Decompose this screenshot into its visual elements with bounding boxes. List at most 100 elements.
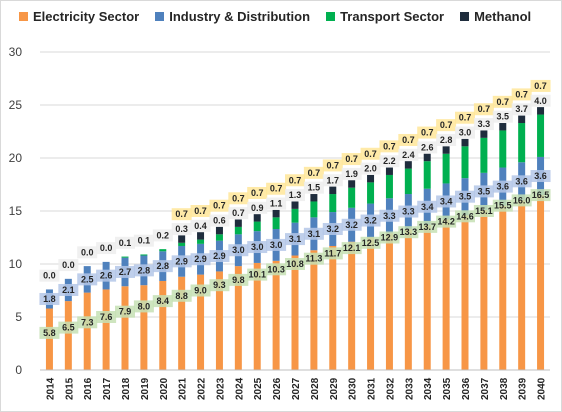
data-label-bg-1-2025 [247,241,268,254]
y-tick-label-20: 20 [9,151,23,165]
data-label-bg-2-2032 [379,155,400,168]
data-label-1-2035: 3.4 [440,196,453,206]
data-label-0-2023: 9.3 [213,280,226,290]
data-label-0-2018: 7.9 [119,307,132,317]
bar-0-2015 [64,301,72,370]
bar-2-2019 [140,254,148,256]
bar-2-2020 [159,249,167,252]
data-label-bg-3-2027 [285,174,305,187]
data-label-0-2016: 7.3 [81,317,94,327]
data-label-1-2027: 3.1 [289,234,302,244]
legend-item-methanol: Methanol [460,9,531,24]
y-axis: 0 5 10 15 20 25 30 [9,45,23,377]
data-label-2-2030: 1.9 [345,169,358,179]
bar-0-2021 [178,276,186,370]
data-label-bg-3-2038 [492,95,513,108]
bar-3-2029 [329,186,337,195]
bar-2-2033 [404,168,412,195]
data-label-bg-3-2024 [228,192,249,205]
y-tick-label-5: 5 [15,310,22,324]
data-label-0-2022: 9.0 [194,286,207,296]
data-label-bg-0-2014 [39,326,60,339]
bar-0-2014 [45,308,53,370]
bar-2-2035 [442,153,450,184]
data-label-1-2028: 3.1 [308,229,321,239]
data-label-3-2031: 0.7 [364,149,377,159]
bar-0-2033 [404,229,412,370]
bar-0-2030 [348,241,356,370]
bar-3-2021 [178,235,186,243]
data-label-3-2023: 0.7 [213,201,226,211]
data-label-1-2034: 3.4 [421,202,434,212]
data-label-2-2032: 2.2 [383,156,396,166]
data-label-bg-0-2038 [492,199,513,212]
bar-2-2032 [385,174,393,199]
data-label-3-2033: 0.7 [402,135,415,145]
data-label-1-2032: 3.3 [383,211,396,221]
data-label-bg-3-2026 [266,182,287,195]
x-axis: 2014 2015 2016 2017 2018 2019 2020 2021 2022 2023… [40,369,550,400]
bar-3-2031 [367,174,375,183]
data-label-0-2038: 15.5 [494,201,512,211]
data-label-bg-1-2031 [360,214,381,227]
bar-0-2031 [367,237,375,370]
data-label-bg-2-2040 [530,94,551,107]
x-tick-label-2026: 2026 [272,377,283,400]
data-label-1-2030: 3.2 [345,220,358,230]
data-label-3-2032: 0.7 [383,141,396,151]
bar-2-2025 [253,221,261,232]
x-tick-label-2020: 2020 [159,377,170,400]
data-label-1-2014: 1.8 [43,294,56,304]
data-label-bg-0-2040 [530,189,551,202]
data-label-0-2037: 15.1 [475,206,493,216]
data-label-0-2021: 8.8 [175,291,188,301]
data-label-0-2014: 5.8 [43,328,56,338]
legend-swatch-transport [326,12,336,21]
data-label-0-2030: 12.1 [343,243,361,253]
data-label-bg-0-2033 [398,226,419,239]
bar-2-2036 [461,146,469,179]
data-label-2-2035: 2.8 [440,135,453,145]
data-label-0-2036: 14.6 [456,211,474,221]
data-label-bg-3-2033 [398,133,419,146]
bar-0-2027 [291,255,299,370]
bar-0-2037 [480,209,488,370]
data-label-bg-2-2039 [511,103,532,116]
data-label-bg-0-2036 [455,210,475,223]
bar-3-2023 [215,226,223,235]
bar-0-2024 [234,266,242,370]
data-label-bg-2-2028 [303,181,324,194]
data-label-bg-1-2040 [530,170,551,183]
data-label-bg-3-2031 [360,147,381,160]
data-label-bg-1-2019 [133,264,154,277]
x-tick-label-2022: 2022 [197,377,208,400]
y-tick-label-0: 0 [15,363,22,377]
bar-2-2027 [291,208,299,223]
bar-2-2021 [178,242,186,246]
data-label-2-2022: 0.4 [194,221,207,231]
data-label-bg-3-2029 [322,159,343,172]
data-label-bg-2-2014 [39,269,60,282]
data-label-0-2017: 7.6 [100,312,113,322]
data-label-3-2021: 0.7 [175,209,188,219]
data-label-2-2028: 1.5 [308,183,321,193]
bar-0-2018 [121,286,129,370]
bar-0-2032 [385,233,393,370]
bar-3-2030 [348,180,356,188]
data-label-2-2016: 0.0 [81,247,94,257]
data-label-0-2028: 11.3 [305,254,322,264]
data-label-bg-2-2025 [247,201,268,214]
data-label-bg-0-2039 [511,194,532,207]
data-label-3-2039: 0.7 [515,89,528,99]
bar-3-2034 [423,153,431,162]
x-tick-label-2035: 2035 [442,377,453,400]
x-tick-label-2034: 2034 [423,377,434,400]
data-label-bg-0-2015 [58,321,79,334]
bar-3-2036 [461,138,469,147]
legend-label-electricity: Electricity Sector [33,9,140,24]
data-label-bg-0-2027 [285,258,305,270]
bar-0-2026 [272,260,280,370]
x-tick-label-2018: 2018 [121,377,132,400]
legend-label-transport: Transport Sector [340,9,445,24]
